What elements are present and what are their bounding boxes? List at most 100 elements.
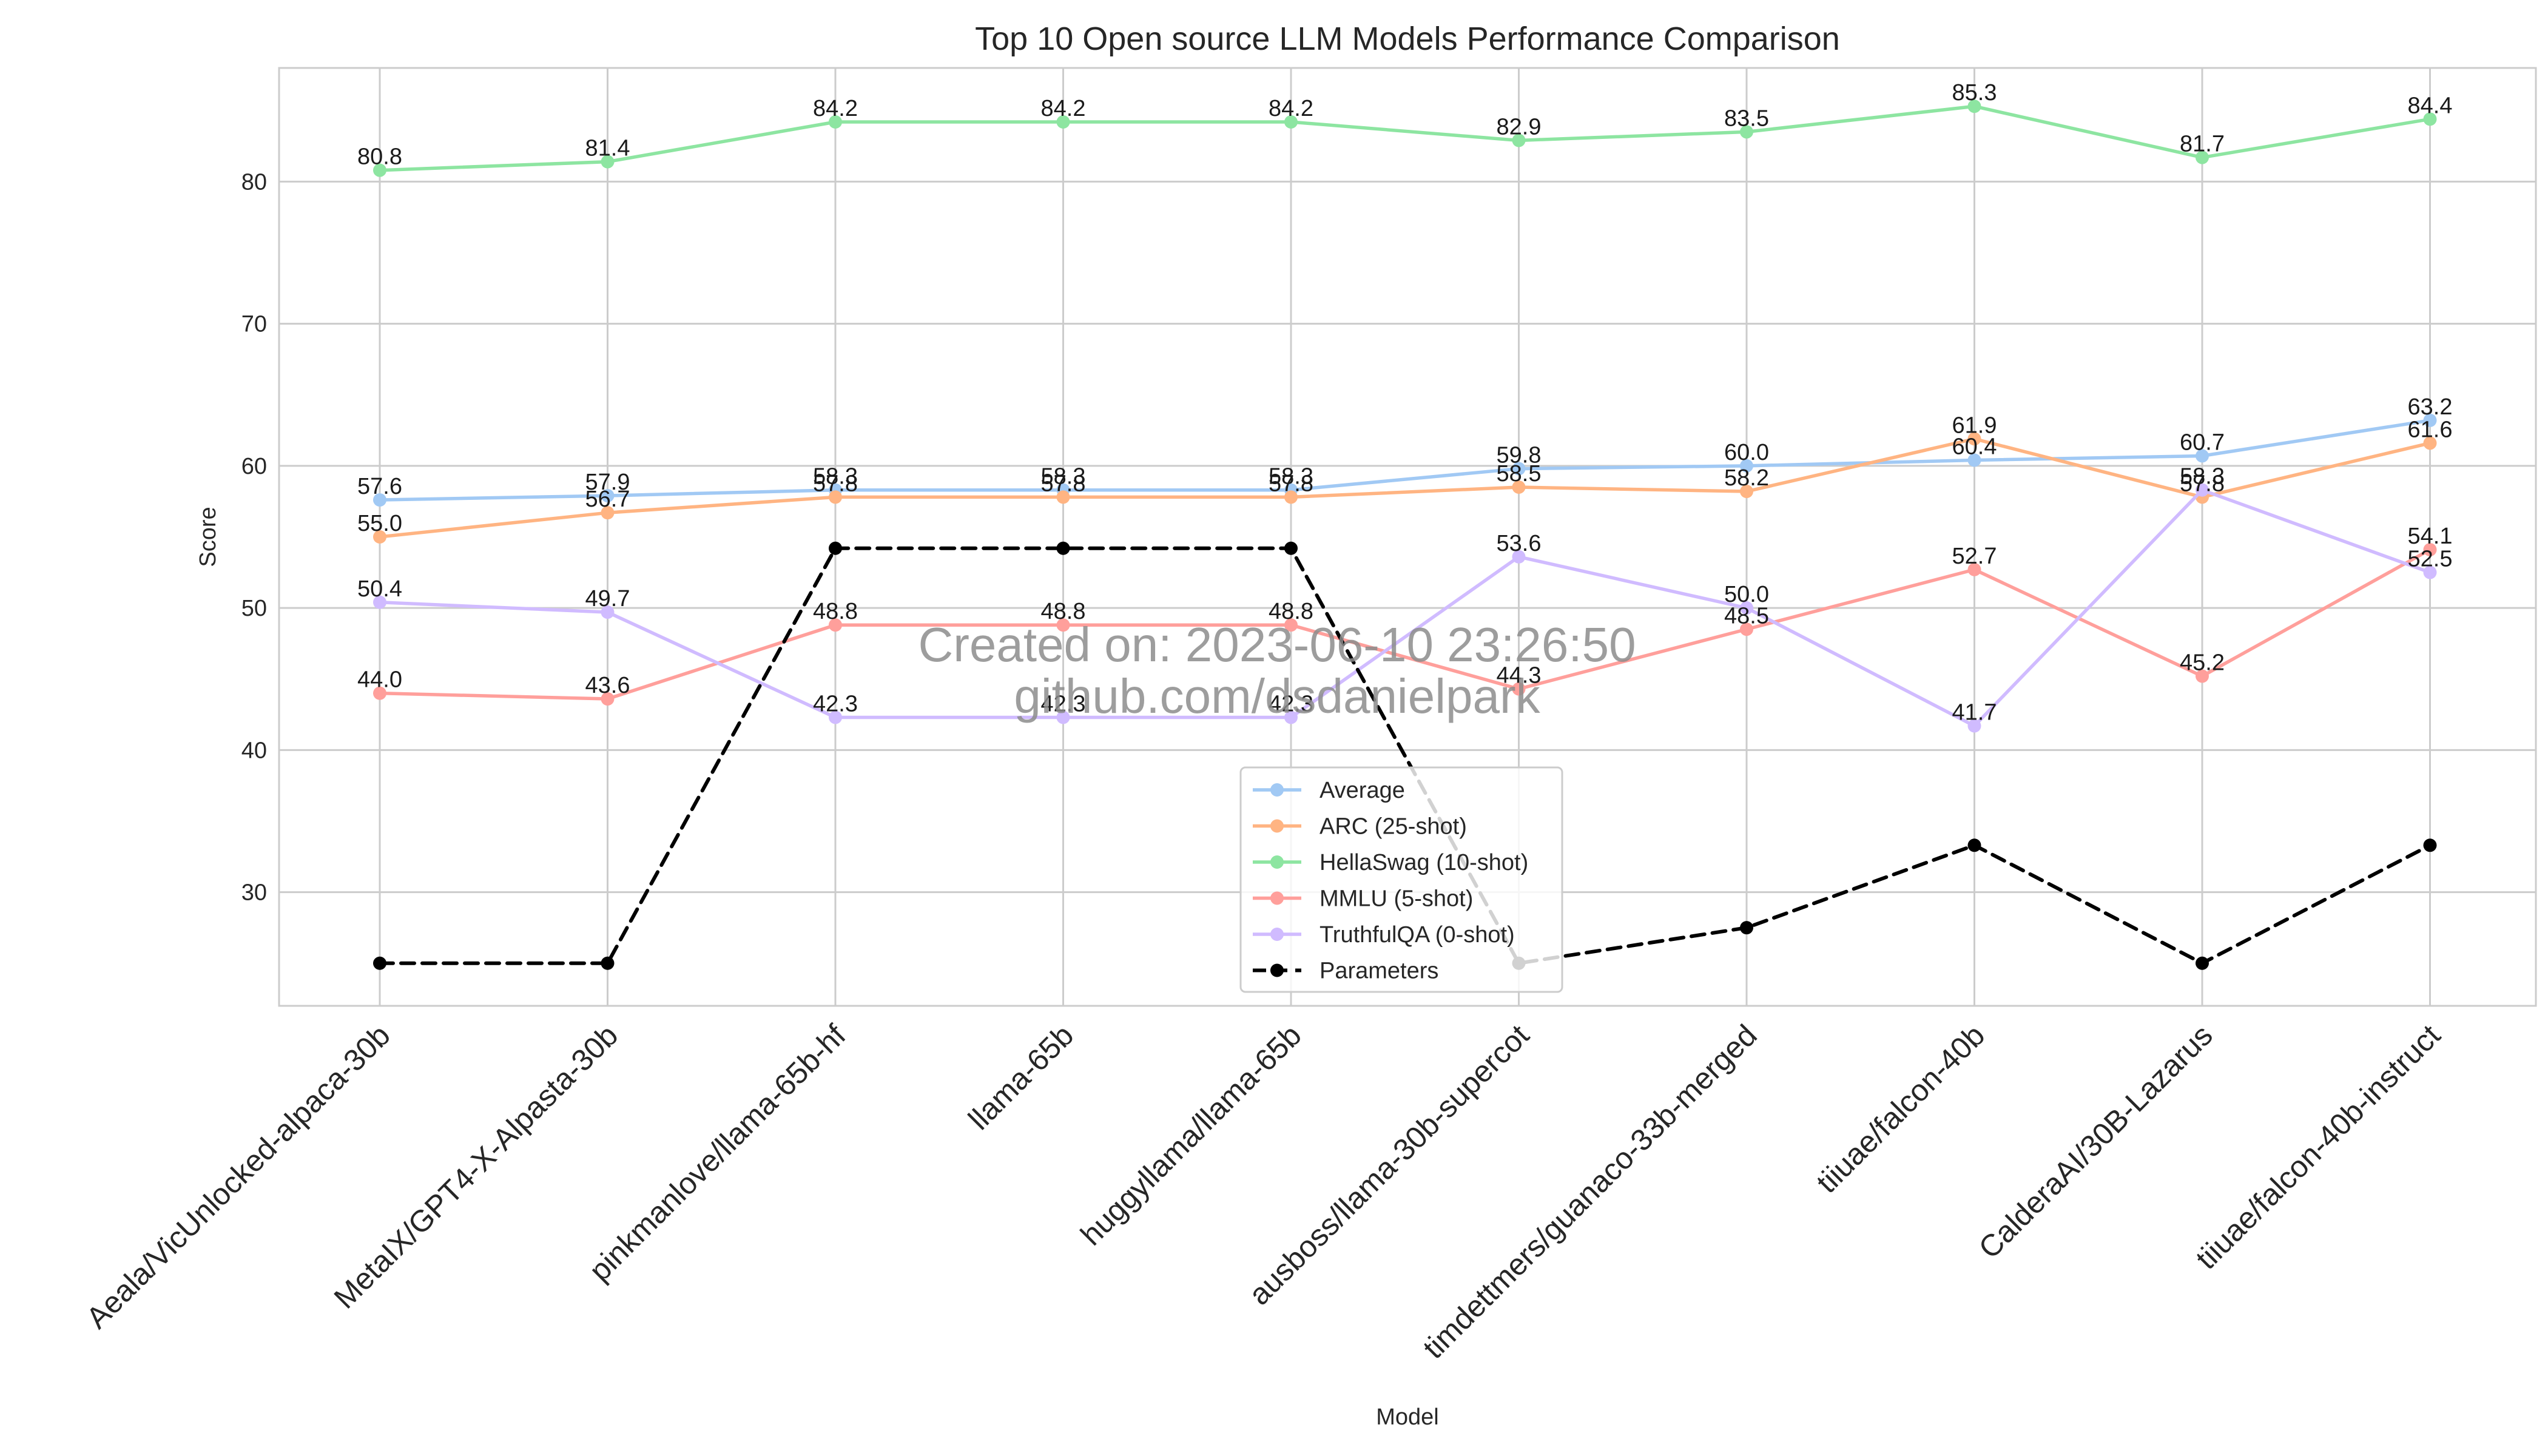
- data-point: [601, 605, 615, 619]
- data-point: [373, 493, 386, 507]
- data-point: [2196, 483, 2209, 497]
- data-point: [1512, 462, 1526, 476]
- legend-swatch-marker: [1270, 819, 1284, 833]
- data-label: 42.3: [1041, 691, 1086, 716]
- data-point: [1512, 480, 1526, 494]
- data-label: 42.3: [813, 691, 858, 716]
- data-point: [1512, 133, 1526, 147]
- data-label: 44.3: [1497, 663, 1542, 689]
- y-tick-label: 40: [241, 738, 267, 763]
- data-label: 80.8: [357, 144, 402, 170]
- legend-swatch-marker: [1270, 783, 1284, 797]
- data-point: [1284, 618, 1298, 632]
- data-label: 41.7: [1952, 700, 1997, 726]
- legend-entry: HellaSwag (10-shot): [1320, 850, 1528, 875]
- data-point: [373, 956, 386, 970]
- legend: Average ARC (25-shot) HellaSwag (10-shot) M…: [1239, 766, 1563, 993]
- plot-frame: [278, 67, 2537, 1007]
- data-point: [1740, 125, 1753, 139]
- data-point: [373, 686, 386, 700]
- data-label: 48.8: [1269, 599, 1313, 624]
- data-point: [373, 595, 386, 609]
- data-label: 81.4: [585, 136, 630, 161]
- legend-swatch-marker: [1270, 891, 1284, 905]
- data-label: 48.8: [1041, 599, 1086, 624]
- y-tick-label: 30: [241, 880, 267, 906]
- data-point: [2196, 956, 2209, 970]
- legend-entry: ARC (25-shot): [1320, 814, 1467, 840]
- data-point: [2196, 669, 2209, 683]
- data-point: [829, 541, 842, 555]
- data-point: [2196, 150, 2209, 164]
- data-point: [1967, 453, 1981, 467]
- series-line: [378, 548, 2432, 701]
- data-label: 61.9: [1952, 413, 1997, 438]
- data-label: 58.3: [813, 464, 858, 490]
- data-label: 82.9: [1497, 114, 1542, 140]
- data-point: [1056, 115, 1070, 129]
- data-label: 60.0: [1724, 440, 1769, 465]
- data-point: [1740, 622, 1753, 636]
- data-label: 44.0: [357, 667, 402, 693]
- watermark-line-2: github.com/dsdanielpark: [1014, 669, 1540, 723]
- series-line: [378, 419, 2432, 502]
- data-labels: 57.6 57.9 58.3 58.3 58.3 59.8 60.0 60.4 60.7 63.2…: [357, 80, 2452, 725]
- data-point: [1967, 719, 1981, 733]
- data-label: 57.8: [2180, 471, 2225, 496]
- data-label: 84.2: [1041, 96, 1086, 121]
- data-point: [1967, 99, 1981, 113]
- data-label: 50.0: [1724, 582, 1769, 607]
- data-label: 81.7: [2180, 132, 2225, 157]
- data-label: 48.5: [1724, 603, 1769, 629]
- data-point: [373, 163, 386, 177]
- data-label: 48.8: [813, 599, 858, 624]
- data-point: [1740, 485, 1753, 499]
- data-label: 60.4: [1952, 434, 1997, 460]
- data-label: 56.7: [585, 487, 630, 512]
- series-line: [378, 488, 2432, 728]
- data-label: 57.8: [1041, 471, 1086, 496]
- data-point: [2423, 543, 2437, 557]
- data-point: [829, 115, 842, 129]
- chart-title: Top 10 Open source LLM Models Performanc…: [975, 21, 1840, 57]
- data-point: [1284, 490, 1298, 504]
- data-label: 61.6: [2408, 417, 2453, 442]
- data-label: 63.2: [2408, 394, 2453, 420]
- data-point: [1967, 562, 1981, 576]
- legend-swatch-marker: [1270, 928, 1284, 941]
- data-label: 57.9: [585, 470, 630, 495]
- y-tick-label: 70: [241, 312, 267, 337]
- data-point: [2423, 413, 2437, 427]
- data-label: 42.3: [1269, 691, 1313, 716]
- y-tick-label: 50: [241, 596, 267, 621]
- x-axis-label: Model: [1376, 1404, 1439, 1430]
- legend-entry: Parameters: [1320, 959, 1438, 984]
- legend-entry: MMLU (5-shot): [1320, 886, 1473, 912]
- data-label: 84.4: [2408, 93, 2453, 118]
- data-point: [1056, 490, 1070, 504]
- data-label: 57.6: [357, 474, 402, 499]
- y-axis-label: Score: [195, 507, 221, 567]
- y-axis-ticks: 30 40 50 60 70 80: [241, 169, 267, 905]
- series-line: [378, 546, 2432, 965]
- legend-box: [1239, 766, 1563, 993]
- data-point: [1284, 115, 1298, 129]
- y-tick-label: 60: [241, 454, 267, 479]
- data-label: 52.5: [2408, 547, 2453, 572]
- data-label: 45.2: [2180, 650, 2225, 676]
- data-point: [1740, 921, 1753, 935]
- data-label: 50.4: [357, 576, 402, 602]
- data-point: [2196, 449, 2209, 463]
- data-point: [1512, 682, 1526, 696]
- data-point: [601, 692, 615, 706]
- data-label: 58.3: [1041, 464, 1086, 490]
- data-point: [1740, 459, 1753, 473]
- data-point: [1740, 601, 1753, 615]
- legend-entry: Average: [1320, 778, 1405, 803]
- data-label: 58.3: [1269, 464, 1313, 490]
- data-label: 52.7: [1952, 544, 1997, 569]
- data-point: [1056, 541, 1070, 555]
- data-point: [829, 710, 842, 724]
